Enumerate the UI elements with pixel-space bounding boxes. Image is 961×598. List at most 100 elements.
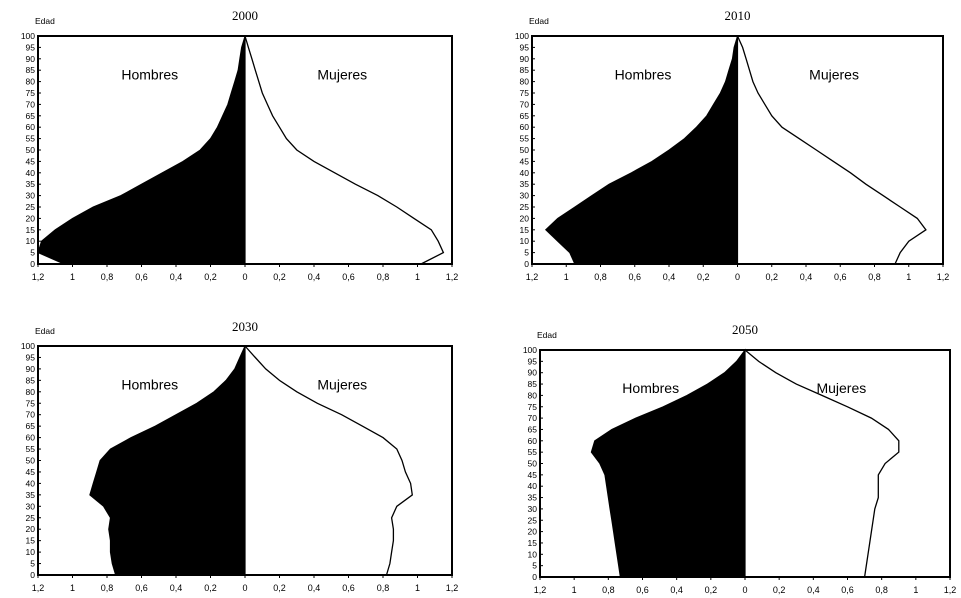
y-tick-label: 20 <box>528 527 538 537</box>
x-tick-label: 0,8 <box>594 272 607 282</box>
y-tick-label: 85 <box>26 65 36 75</box>
x-tick-label: 0,4 <box>308 272 321 282</box>
x-tick-label: 0,2 <box>773 585 786 595</box>
y-tick-label: 40 <box>26 168 36 178</box>
hombres-area <box>37 35 246 265</box>
y-tick-label: 35 <box>528 493 538 503</box>
x-tick-label: 0,8 <box>377 583 390 593</box>
y-tick-label: 10 <box>520 236 530 246</box>
mujeres-line <box>244 35 445 265</box>
y-tick-label: 0 <box>524 259 529 269</box>
x-tick-label: 0,2 <box>273 583 286 593</box>
x-tick-label: 1 <box>572 585 577 595</box>
x-tick-label: 0,6 <box>628 272 641 282</box>
x-tick-label: 0,2 <box>273 272 286 282</box>
y-tick-label: 40 <box>520 168 530 178</box>
y-tick-label: 85 <box>520 65 530 75</box>
mujeres-label: Mujeres <box>816 380 866 396</box>
y-tick-label: 0 <box>30 570 35 580</box>
x-tick-label: 0,4 <box>807 585 820 595</box>
x-tick-label: 0,4 <box>663 272 676 282</box>
y-tick-label: 60 <box>528 436 538 446</box>
x-tick-label: 0,4 <box>170 583 183 593</box>
x-tick-label: 0,2 <box>204 583 217 593</box>
y-tick-label: 30 <box>520 191 530 201</box>
x-tick-label: 1,2 <box>944 585 957 595</box>
y-tick-label: 5 <box>532 561 537 571</box>
x-tick-label: 1,2 <box>937 272 950 282</box>
hombres-label: Hombres <box>121 377 178 393</box>
x-tick-label: 1,2 <box>32 272 45 282</box>
pyramid-panel-2050: 2050Edad05101520253035404550556065707580… <box>523 322 956 595</box>
x-tick-label: 0 <box>242 272 247 282</box>
y-tick-label: 80 <box>26 77 36 87</box>
y-tick-label: 90 <box>26 364 36 374</box>
y-tick-label: 95 <box>528 356 538 366</box>
x-tick-label: 1,2 <box>446 272 459 282</box>
y-tick-label: 30 <box>528 504 538 514</box>
y-tick-label: 35 <box>26 179 36 189</box>
y-tick-label: 60 <box>26 122 36 132</box>
y-tick-label: 35 <box>26 490 36 500</box>
y-tick-label: 100 <box>21 31 35 41</box>
y-tick-label: 50 <box>26 456 36 466</box>
y-tick-label: 55 <box>26 444 36 454</box>
y-tick-label: 50 <box>26 145 36 155</box>
x-tick-label: 0,6 <box>841 585 854 595</box>
hombres-label: Hombres <box>121 66 178 82</box>
x-tick-label: 0,4 <box>170 272 183 282</box>
x-tick-label: 0,2 <box>705 585 718 595</box>
hombres-area <box>544 35 738 265</box>
y-tick-label: 90 <box>26 54 36 64</box>
x-tick-label: 0,8 <box>875 585 888 595</box>
hombres-label: Hombres <box>615 66 672 82</box>
hombres-area <box>590 348 746 578</box>
y-tick-label: 5 <box>30 248 35 258</box>
x-tick-label: 0,2 <box>204 272 217 282</box>
y-tick-label: 90 <box>520 54 530 64</box>
y-tick-label: 70 <box>528 413 538 423</box>
pyramid-panel-2030: 2030Edad05101520253035404550556065707580… <box>21 319 458 593</box>
x-tick-label: 1 <box>415 583 420 593</box>
y-tick-label: 65 <box>26 111 36 121</box>
y-tick-label: 35 <box>520 179 530 189</box>
x-tick-label: 1,2 <box>446 583 459 593</box>
x-tick-label: 0,8 <box>101 272 114 282</box>
y-tick-label: 25 <box>520 202 530 212</box>
y-tick-label: 100 <box>523 345 537 355</box>
y-tick-label: 10 <box>528 549 538 559</box>
y-tick-label: 95 <box>26 42 36 52</box>
x-tick-label: 0,2 <box>697 272 710 282</box>
y-tick-label: 75 <box>528 402 538 412</box>
y-tick-label: 60 <box>520 122 530 132</box>
panel-title: 2000 <box>232 8 258 23</box>
y-tick-label: 40 <box>26 478 36 488</box>
panel-title: 2010 <box>725 8 751 23</box>
y-tick-label: 95 <box>26 352 36 362</box>
mujeres-label: Mujeres <box>809 66 859 82</box>
y-tick-label: 15 <box>520 225 530 235</box>
mujeres-label: Mujeres <box>317 66 367 82</box>
y-axis-label: Edad <box>35 326 55 336</box>
y-tick-label: 30 <box>26 191 36 201</box>
x-tick-label: 1 <box>70 272 75 282</box>
y-tick-label: 70 <box>520 99 530 109</box>
y-tick-label: 70 <box>26 410 36 420</box>
y-axis-label: Edad <box>537 330 557 340</box>
x-tick-label: 0,8 <box>101 583 114 593</box>
y-tick-label: 80 <box>520 77 530 87</box>
x-tick-label: 0,4 <box>800 272 813 282</box>
y-tick-label: 85 <box>26 375 36 385</box>
x-tick-label: 0,6 <box>834 272 847 282</box>
x-tick-label: 1 <box>415 272 420 282</box>
y-tick-label: 45 <box>528 470 538 480</box>
y-tick-label: 5 <box>524 248 529 258</box>
y-tick-label: 0 <box>30 259 35 269</box>
y-tick-label: 15 <box>26 225 36 235</box>
y-tick-label: 100 <box>515 31 529 41</box>
y-tick-label: 10 <box>26 547 36 557</box>
x-tick-label: 0 <box>735 272 740 282</box>
y-axis-label: Edad <box>35 16 55 26</box>
x-tick-label: 0,8 <box>868 272 881 282</box>
